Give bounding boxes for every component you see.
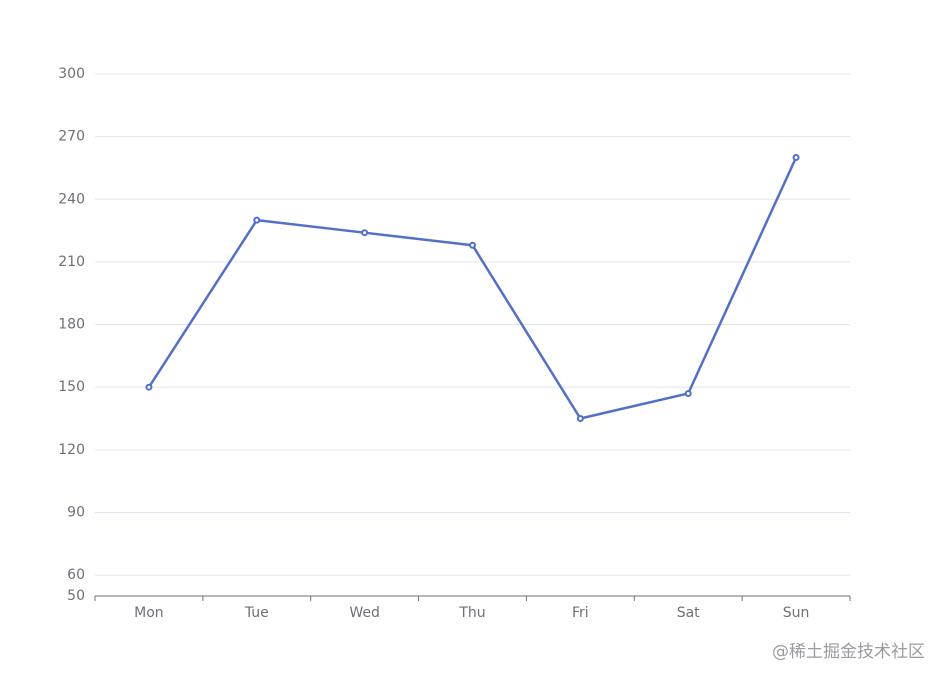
x-tick-label: Thu bbox=[458, 605, 485, 621]
y-tick-label: 210 bbox=[58, 254, 85, 270]
point bbox=[469, 241, 476, 249]
y-tick-label: 120 bbox=[58, 442, 85, 458]
x-tick-label: Sat bbox=[677, 605, 700, 621]
y-tick-label: 180 bbox=[58, 317, 85, 333]
x-tick-label: Mon bbox=[134, 605, 164, 621]
x-tick-label: Wed bbox=[349, 605, 380, 621]
point bbox=[361, 229, 369, 237]
x-tick-label: Fri bbox=[572, 605, 589, 621]
line bbox=[147, 157, 798, 420]
x-tick-label: Sun bbox=[783, 605, 810, 621]
x-tick-label: Tue bbox=[244, 605, 269, 621]
point bbox=[576, 415, 584, 423]
y-tick-label: 270 bbox=[58, 129, 85, 145]
y-tick-label: 60 bbox=[67, 567, 85, 583]
y-tick-label: 50 bbox=[67, 588, 85, 604]
watermark: @稀土掘金技术社区 bbox=[772, 642, 925, 662]
point bbox=[792, 154, 800, 162]
y-tick-label: 150 bbox=[58, 379, 85, 395]
y-tick-label: 90 bbox=[67, 504, 85, 520]
point bbox=[145, 383, 153, 391]
y-tick-label: 300 bbox=[58, 66, 85, 82]
point bbox=[253, 216, 261, 224]
point bbox=[684, 389, 692, 397]
y-tick-label: 240 bbox=[58, 191, 85, 207]
